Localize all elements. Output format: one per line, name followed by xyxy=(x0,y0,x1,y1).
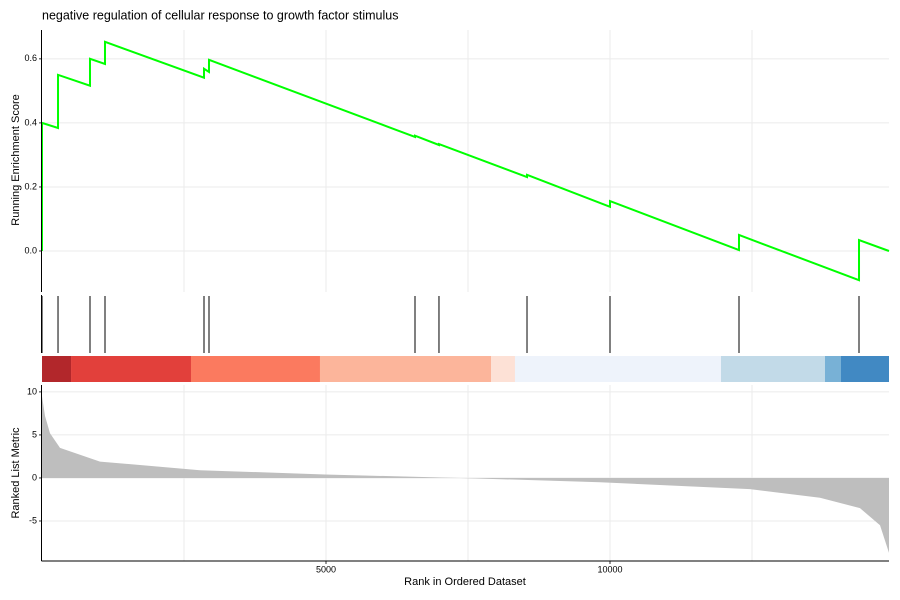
y-tick-label: 0.6 xyxy=(24,53,37,63)
y-tick-label: -5 xyxy=(29,515,37,525)
y-tick-label: 5 xyxy=(32,429,37,439)
chart-title: negative regulation of cellular response… xyxy=(42,8,398,22)
rank-band xyxy=(841,356,889,382)
y-tick-label: 0.0 xyxy=(24,245,37,255)
enrichment-line xyxy=(41,40,890,282)
y-axis-label: Ranked List Metric xyxy=(10,427,22,519)
y-tick-label: 10 xyxy=(27,386,37,396)
x-tick-label: 5000 xyxy=(316,564,336,574)
rank-band xyxy=(42,356,72,382)
rank-band xyxy=(190,356,320,382)
metric-area xyxy=(42,396,889,553)
rank-band xyxy=(491,356,515,382)
rank-band xyxy=(824,356,842,382)
rank-band xyxy=(720,356,825,382)
rank-band xyxy=(514,356,721,382)
rank-band xyxy=(71,356,191,382)
x-tick-label: 10000 xyxy=(597,564,622,574)
y-tick-label: 0.4 xyxy=(24,117,37,127)
x-axis-label: Rank in Ordered Dataset xyxy=(404,576,526,588)
y-tick-label: 0 xyxy=(32,472,37,482)
rank-band xyxy=(319,356,492,382)
y-axis-label: Running Enrichment Score xyxy=(10,94,22,225)
y-tick-label: 0.2 xyxy=(24,181,37,191)
